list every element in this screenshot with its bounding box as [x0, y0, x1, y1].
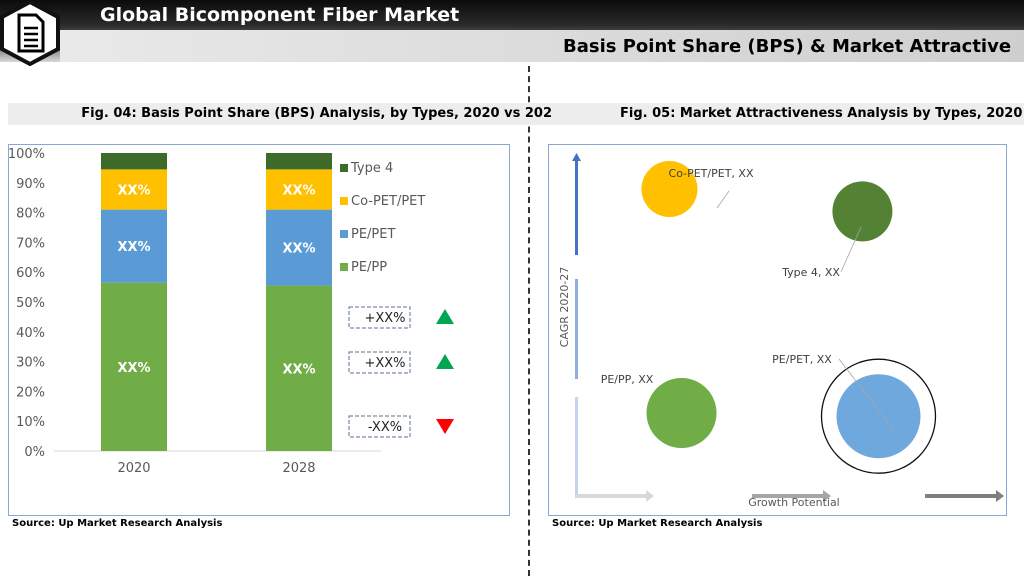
y-axis-bar-high — [575, 159, 578, 255]
x-axis-arrow-low-icon — [646, 490, 654, 502]
x-axis-title: Growth Potential — [748, 496, 840, 509]
bubble-label: Type 4, XX — [781, 266, 840, 279]
fig05-title: Fig. 05: Market Attractiveness Analysis … — [552, 103, 1024, 125]
bubble-label: PE/PP, XX — [601, 373, 654, 386]
arrow-up-icon — [436, 354, 454, 369]
y-tick-label: 60% — [16, 266, 45, 281]
y-tick-label: 90% — [16, 177, 45, 192]
y-tick-label: 40% — [16, 326, 45, 341]
y-tick-label: 20% — [16, 385, 45, 400]
y-axis-bar-low — [575, 397, 578, 495]
legend-swatch — [340, 164, 348, 172]
x-axis-bar-mid — [752, 494, 824, 498]
bubble-type-4 — [832, 181, 893, 242]
x-axis-bar-low — [575, 494, 647, 498]
leader-line — [838, 358, 894, 430]
bubble-highlight-ring — [820, 358, 937, 474]
bar-segment-pe-pet — [101, 209, 167, 283]
bubble-pe-pet — [836, 374, 921, 459]
legend-label: Type 4 — [350, 161, 393, 176]
page-subtitle: Basis Point Share (BPS) & Market Attract… — [563, 36, 1012, 57]
x-axis-arrow-high-icon — [996, 490, 1004, 502]
fig04-title: Fig. 04: Basis Point Share (BPS) Analysi… — [8, 103, 552, 125]
x-tick-label: 2028 — [282, 461, 315, 476]
y-axis-title: CAGR 2020-27 — [558, 267, 571, 348]
bar-segment-co-pet-pet — [101, 169, 167, 210]
change-box — [348, 306, 411, 329]
section-divider — [528, 66, 530, 576]
y-tick-label: 100% — [9, 147, 45, 162]
arrow-down-icon — [436, 419, 454, 434]
bar-data-label: XX% — [117, 184, 150, 199]
legend-label: PE/PP — [351, 260, 387, 275]
bar-data-label: XX% — [117, 240, 150, 255]
x-axis-arrow-mid-icon — [823, 490, 831, 502]
bubble-label: PE/PET, XX — [772, 353, 832, 366]
bar-segment-pe-pet — [266, 209, 332, 286]
x-tick-label: 2020 — [117, 461, 150, 476]
bar-segment-type-4 — [101, 153, 167, 170]
subtitle-band — [60, 30, 1024, 62]
bar-segment-pe-pp — [266, 285, 332, 451]
y-tick-label: 30% — [16, 356, 45, 371]
fig05-source: Source: Up Market Research Analysis — [552, 518, 763, 529]
document-icon — [17, 13, 45, 53]
change-label: +XX% — [364, 356, 405, 371]
legend-label: Co-PET/PET — [351, 194, 425, 209]
legend-swatch — [340, 230, 348, 238]
change-label: -XX% — [368, 420, 402, 435]
y-tick-label: 10% — [16, 415, 45, 430]
legend-swatch — [340, 263, 348, 271]
bar-data-label: XX% — [282, 362, 315, 377]
bar-data-label: XX% — [282, 242, 315, 257]
bubble-co-pet-pet — [641, 161, 698, 217]
change-label: +XX% — [364, 311, 405, 326]
y-axis-bar-mid — [575, 279, 578, 379]
bps-stacked-bar-chart: 0% 10% 20% 30% 40% 50% 60% 70% 80% 90% 100% XX% XX% X… — [8, 147, 454, 476]
bar-data-label: XX% — [282, 184, 315, 199]
legend-label: PE/PET — [351, 227, 395, 242]
y-axis-arrow-icon — [572, 153, 581, 161]
y-tick-label: 70% — [16, 236, 45, 251]
leader-line — [716, 190, 730, 209]
fig04-source: Source: Up Market Research Analysis — [12, 518, 223, 529]
bar-segment-pe-pp — [101, 282, 167, 451]
logo — [0, 0, 60, 66]
change-box — [348, 351, 411, 374]
x-axis-bar-high — [925, 494, 997, 498]
bar-segment-type-4 — [266, 153, 332, 170]
page-title: Global Bicomponent Fiber Market — [100, 4, 460, 26]
y-tick-label: 50% — [16, 296, 45, 311]
arrow-up-icon — [436, 309, 454, 324]
bubble-label: Co-PET/PET, XX — [669, 167, 754, 180]
legend-swatch — [340, 197, 348, 205]
y-tick-label: 0% — [24, 445, 45, 460]
bar-data-label: XX% — [117, 361, 150, 376]
leader-line — [840, 226, 862, 273]
attractiveness-bubble-chart: Growth Potential CAGR 2020-27 Co-PET/PET, … — [558, 153, 1004, 509]
y-tick-label: 80% — [16, 207, 45, 222]
bubble-pe-pp — [646, 378, 717, 448]
bps-chart-panel: 0% 10% 20% 30% 40% 50% 60% 70% 80% 90% 100% XX% XX% X… — [8, 144, 510, 516]
attractiveness-chart-panel: Growth Potential CAGR 2020-27 Co-PET/PET, … — [548, 144, 1007, 516]
bar-segment-co-pet-pet — [266, 169, 332, 210]
change-box — [348, 415, 411, 438]
